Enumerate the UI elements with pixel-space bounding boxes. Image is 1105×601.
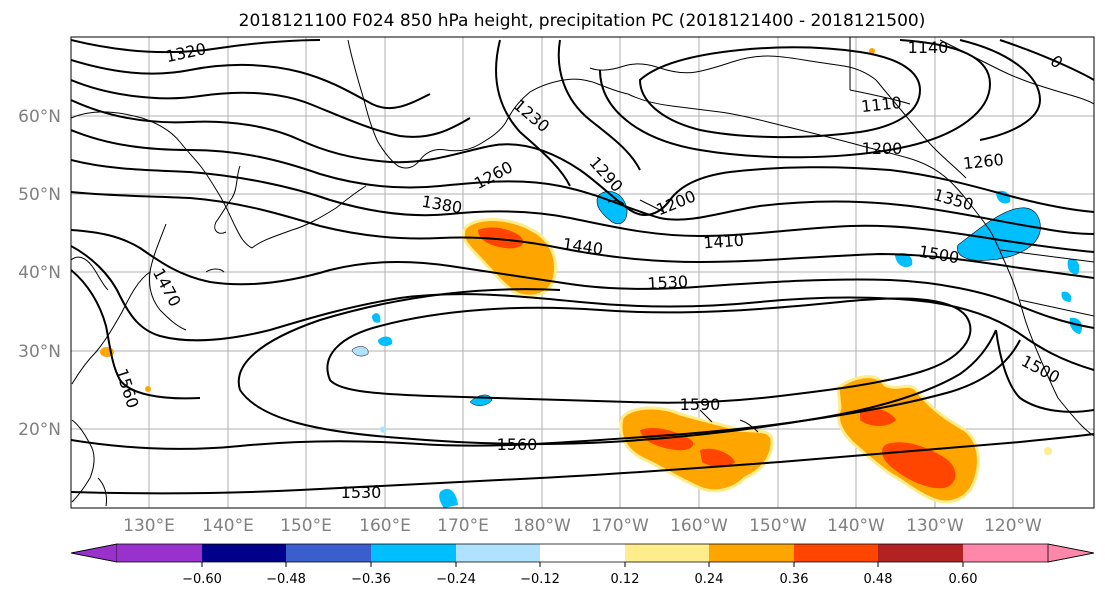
colorbar-segment	[540, 544, 625, 562]
colorbar-tick-label: −0.12	[520, 572, 560, 587]
colorbar-segment	[286, 544, 371, 562]
latitude-labels: 60°N 50°N 40°N 30°N 20°N	[18, 107, 61, 440]
figure-title: 2018121100 F024 850 hPa height, precipit…	[239, 11, 926, 31]
lat-label: 30°N	[18, 342, 61, 362]
colorbar-ticks	[201, 562, 964, 567]
colorbar-tick-label: 0.12	[611, 572, 640, 587]
contour-label: 1410	[703, 231, 745, 253]
lon-label: 120°W	[984, 516, 1042, 536]
contour-label: 1260	[962, 150, 1004, 173]
lat-label: 20°N	[18, 420, 61, 440]
contour-label: 1110	[860, 93, 902, 116]
contour-label: 1200	[862, 139, 903, 158]
lat-label: 60°N	[18, 107, 61, 127]
colorbar-segment	[794, 544, 878, 562]
lon-label: 170°E	[437, 516, 489, 536]
contour-label: 1560	[497, 435, 538, 454]
colorbar-segment	[625, 544, 709, 562]
map-panel	[70, 36, 1095, 509]
height-contours	[71, 39, 1094, 495]
colorbar-segment	[878, 544, 963, 562]
colorbar-tick-label: 0.60	[949, 572, 978, 587]
colorbar-segment	[202, 544, 286, 562]
lon-label: 150°W	[749, 516, 807, 536]
lon-label: 140°W	[827, 516, 885, 536]
lon-label: 150°E	[280, 516, 332, 536]
lon-label: 130°W	[906, 516, 964, 536]
lon-label: 170°W	[591, 516, 649, 536]
colorbar-extend-low	[70, 543, 118, 563]
contour-label: 1590	[680, 395, 721, 414]
colorbar-tick-label: −0.60	[182, 572, 222, 587]
contour-label: 1530	[341, 483, 382, 502]
colorbar-segment	[709, 544, 794, 562]
lon-label: 160°W	[670, 516, 728, 536]
colorbar-tick-label: 0.48	[864, 572, 893, 587]
colorbar-segment	[117, 544, 202, 562]
lat-label: 40°N	[18, 263, 61, 283]
colorbar-tick-label: 0.24	[695, 572, 724, 587]
colorbar-tick-label: −0.48	[266, 572, 306, 587]
contour-label: 1530	[647, 272, 689, 293]
colorbar-tick-label: −0.36	[351, 572, 391, 587]
lon-label: 130°E	[123, 516, 175, 536]
colorbar-extend-high	[1047, 543, 1095, 563]
lon-label: 180°W	[513, 516, 571, 536]
colorbar-segment	[371, 544, 456, 562]
lon-label: 160°E	[359, 516, 411, 536]
map-frame	[70, 36, 1095, 509]
colorbar-segment	[963, 544, 1048, 562]
colorbar-tick-label: 0.36	[780, 572, 809, 587]
lat-label: 50°N	[18, 185, 61, 205]
longitude-labels: 130°E 140°E 150°E 160°E 170°E 180°W 170°…	[123, 516, 1042, 536]
lon-label: 140°E	[202, 516, 254, 536]
contour-label: 1140	[908, 38, 949, 57]
colorbar-segment	[456, 544, 540, 562]
colorbar-tick-label: −0.24	[436, 572, 476, 587]
colorbar: −0.60 −0.48 −0.36 −0.24 −0.12 0.12 0.24 …	[70, 543, 1095, 587]
